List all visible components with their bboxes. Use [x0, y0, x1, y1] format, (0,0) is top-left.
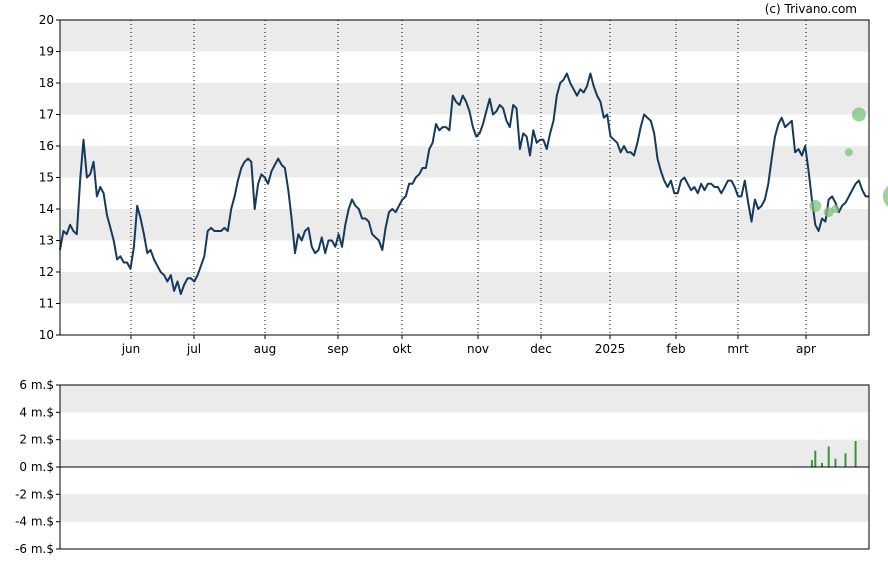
- price-ytick-label: 18: [39, 76, 54, 90]
- volume-band: [60, 494, 869, 522]
- price-line: [59, 72, 869, 295]
- bubble-marker: [823, 207, 834, 218]
- price-ytick-label: 19: [39, 45, 54, 59]
- price-xtick-label: 2025: [595, 342, 626, 356]
- price-xtick-label: mrt: [727, 342, 749, 356]
- price-xtick-label: dec: [530, 342, 552, 356]
- price-ytick-label: 12: [39, 265, 54, 279]
- volume-ytick-label: -6 m.$: [15, 542, 54, 556]
- volume-y-ticks: 6 m.$ 4 m.$ 2 m.$ 0 m.$ -2 m.$ -4 m.$ -6 m.$: [15, 378, 60, 556]
- price-band: [60, 146, 869, 178]
- price-series: [59, 72, 869, 295]
- bubble-marker: [831, 205, 840, 213]
- price-plot-frame: [59, 19, 870, 336]
- price-vertical-gridlines: [130, 20, 807, 335]
- volume-ytick-label: -2 m.$: [15, 487, 54, 501]
- price-xtick-label: okt: [393, 342, 412, 356]
- price-ytick-label: 14: [39, 202, 54, 216]
- price-xtick-label: feb: [666, 342, 685, 356]
- bubble-markers: [809, 107, 888, 218]
- price-xtick-label: nov: [467, 342, 489, 356]
- volume-ytick-label: -4 m.$: [15, 515, 54, 529]
- price-y-ticks: 20 19 18 17 16 15 14 13 12 11 10: [39, 13, 60, 342]
- price-ytick-label: 13: [39, 234, 54, 248]
- price-ytick-label: 15: [39, 171, 54, 185]
- price-xtick-label: jun: [121, 342, 141, 356]
- volume-plot-frame: [59, 384, 870, 550]
- price-x-ticks: jun jul aug sep okt nov dec 2025 feb mrt apr: [121, 335, 816, 356]
- volume-band: [60, 385, 869, 413]
- credit-text: (c) Trivano.com: [765, 2, 857, 16]
- volume-ytick-label: 6 m.$: [19, 378, 54, 392]
- bubble-marker: [844, 148, 853, 157]
- price-xtick-label: sep: [327, 342, 348, 356]
- price-ytick-label: 10: [39, 328, 54, 342]
- volume-band: [60, 439, 869, 467]
- price-ytick-label: 16: [39, 139, 54, 153]
- volume-ytick-label: 4 m.$: [19, 405, 54, 419]
- price-ytick-label: 11: [39, 297, 54, 311]
- price-band: [60, 20, 869, 52]
- volume-ytick-label: 2 m.$: [19, 433, 54, 447]
- price-ytick-label: 20: [39, 13, 54, 27]
- bubble-marker: [882, 186, 888, 207]
- price-xtick-label: aug: [254, 342, 277, 356]
- price-xtick-label: apr: [796, 342, 816, 356]
- price-band: [60, 209, 869, 241]
- price-ytick-label: 17: [39, 108, 54, 122]
- price-xtick-label: jul: [186, 342, 201, 356]
- price-background-bands: [60, 20, 869, 304]
- volume-ytick-label: 0 m.$: [19, 460, 54, 474]
- volume-bars: [810, 441, 857, 467]
- price-band: [60, 272, 869, 304]
- bubble-marker: [809, 199, 822, 212]
- volume-background-bands: [60, 385, 869, 522]
- bubble-marker: [851, 107, 866, 122]
